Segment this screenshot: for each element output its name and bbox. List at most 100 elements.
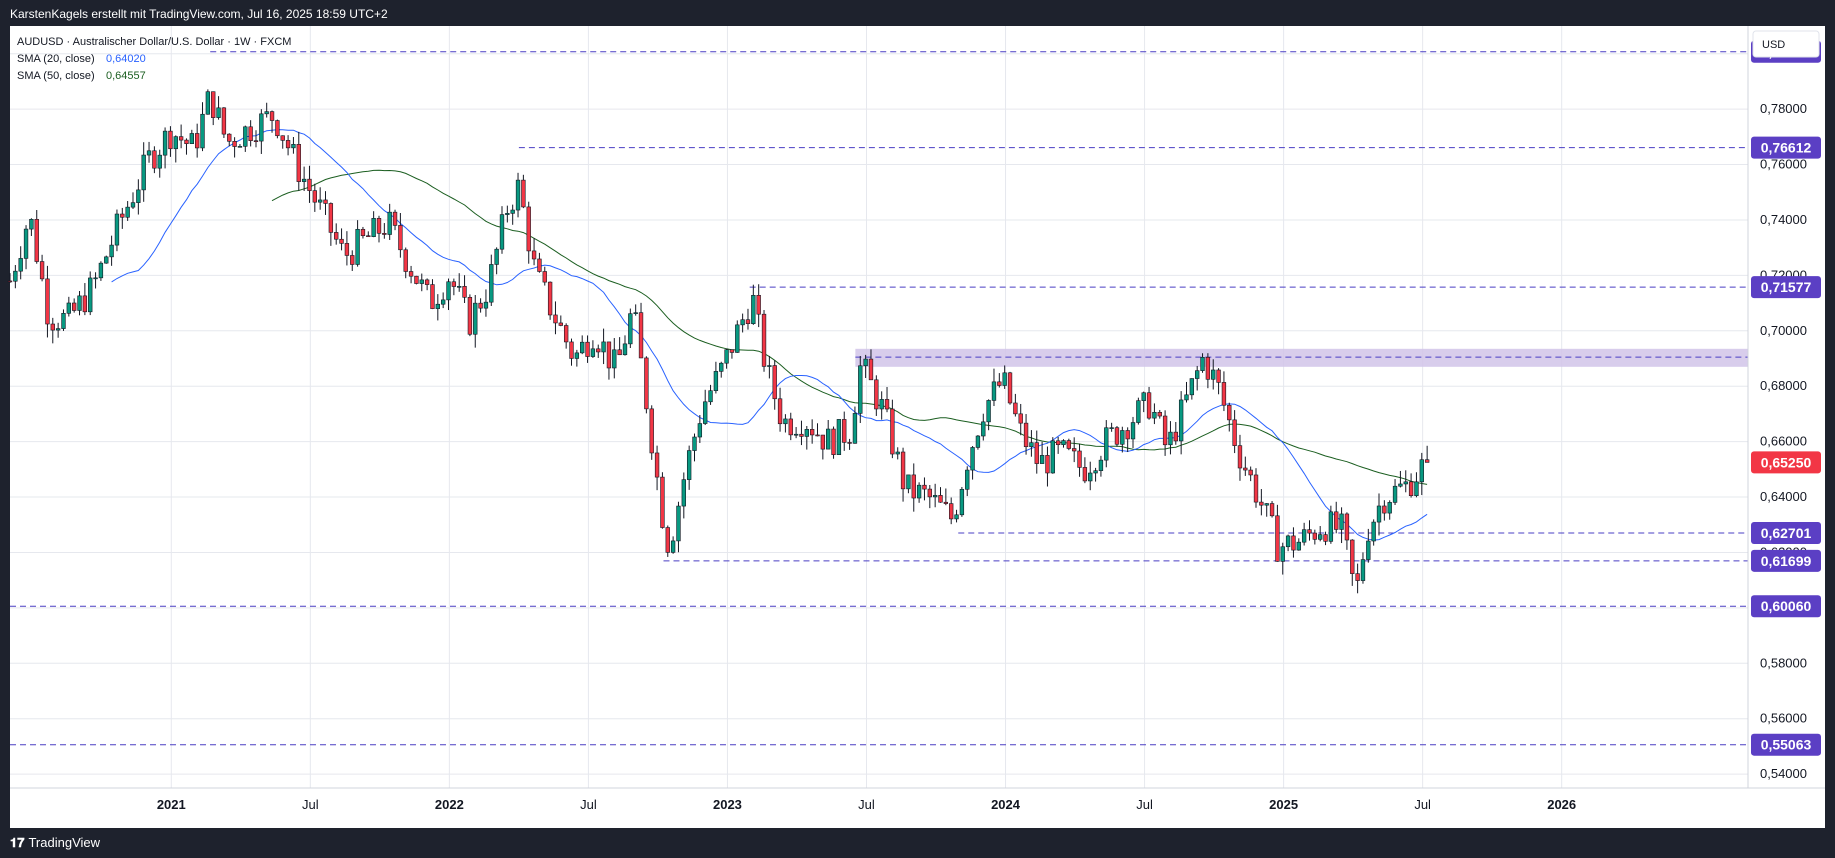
level-label-box — [1751, 595, 1821, 618]
candle-body — [312, 190, 317, 203]
candle-body — [1275, 515, 1280, 562]
candle-body — [13, 270, 18, 282]
candle-body — [440, 299, 446, 305]
candle-body — [654, 452, 660, 478]
candle-body — [1269, 503, 1275, 517]
candle-body — [986, 400, 991, 423]
candle-body — [1082, 467, 1088, 482]
candle-body — [339, 238, 344, 244]
candle-body — [628, 313, 633, 345]
candle-body — [670, 540, 676, 553]
candle-body — [916, 484, 922, 499]
candle-body — [938, 495, 943, 503]
candle-body — [1104, 427, 1109, 461]
candle-body — [269, 111, 275, 121]
candle-body — [1184, 394, 1189, 401]
sma20-legend-label[interactable]: SMA (20, close) — [17, 53, 95, 65]
candle-body — [489, 264, 494, 303]
candle-body — [323, 199, 328, 204]
candle-body — [77, 295, 82, 311]
candle-body — [740, 319, 745, 326]
candle-body — [387, 211, 392, 235]
price-tick-label: 0,54000 — [1760, 766, 1807, 781]
time-tick-label: 2023 — [713, 797, 742, 812]
candle-body — [61, 313, 66, 329]
sma50-legend-label[interactable]: SMA (50, close) — [17, 70, 95, 82]
candle-body — [1366, 540, 1371, 560]
candle-body — [927, 488, 932, 498]
symbol-title[interactable]: AUDUSD · Australischer Dollar/U.S. Dolla… — [17, 36, 291, 48]
candle-body — [922, 484, 927, 490]
time-axis[interactable]: 2021 Jul 2022 Jul 2023 Jul 2024 Jul 2025 Jul 2026 — [157, 797, 1576, 812]
candle-body — [831, 428, 836, 455]
candle-body — [141, 154, 146, 191]
level-label-box — [1751, 522, 1821, 545]
last-price-box — [1751, 451, 1821, 474]
candle-body — [1055, 440, 1061, 446]
candle-body — [884, 399, 890, 410]
candle-body — [858, 365, 863, 414]
candle-body — [232, 141, 237, 147]
candle-body — [18, 258, 23, 272]
candle-body — [1007, 372, 1013, 404]
candle-body — [606, 341, 612, 369]
candle-body — [120, 213, 125, 218]
candle-body — [130, 202, 136, 208]
candle-body — [1301, 529, 1307, 543]
candle-body — [1045, 455, 1050, 474]
candle-body — [601, 341, 606, 353]
candle-body — [617, 349, 622, 356]
candle-body — [237, 146, 243, 148]
currency-button-box[interactable] — [1752, 30, 1820, 58]
candle-body — [965, 469, 970, 490]
candle-body — [1259, 501, 1264, 506]
candle-body — [243, 126, 248, 147]
candle-body — [820, 434, 826, 450]
candle-body — [895, 451, 900, 455]
candle-body — [563, 325, 569, 343]
candle-body — [793, 433, 799, 436]
price-axis-labels: 0,800720,766120,715770,627010,616990,600… — [1751, 40, 1821, 756]
candle-body — [932, 495, 938, 498]
candle-body — [660, 476, 665, 528]
candle-body — [1013, 402, 1018, 415]
candle-body — [724, 349, 729, 364]
candle-body — [499, 214, 505, 250]
price-tick-label: 0,70000 — [1760, 323, 1807, 338]
candle-body — [1264, 503, 1269, 506]
tradingview-brand[interactable]: 𝟏𝟕 TradingView — [10, 828, 100, 858]
candle-body — [713, 371, 719, 391]
candle-body — [997, 381, 1002, 386]
price-chart[interactable]: 0,800000,780000,760000,740000,720000,700… — [0, 0, 1835, 828]
candle-body — [681, 479, 686, 507]
candle-body — [852, 413, 858, 444]
candle-body — [307, 178, 312, 191]
candle-body — [777, 398, 783, 425]
resistance-zone — [855, 348, 1748, 367]
candle-body — [991, 381, 997, 401]
candle-body — [847, 442, 852, 444]
sma20-path — [111, 129, 1428, 541]
level-label: 0,62701 — [1761, 525, 1812, 541]
candle-body — [1408, 481, 1414, 497]
currency-button[interactable]: USD — [1762, 39, 1785, 51]
candle-body — [1398, 483, 1403, 487]
candle-body — [114, 213, 120, 246]
candle-body — [1221, 382, 1227, 406]
candle-body — [157, 154, 162, 169]
candle-body — [285, 140, 291, 149]
candle-body — [863, 358, 868, 367]
candle-body — [756, 295, 761, 315]
level-label: 0,71577 — [1761, 279, 1812, 295]
candle-body — [39, 261, 45, 280]
candle-body — [783, 418, 788, 425]
candle-body — [376, 218, 382, 234]
candle-body — [1173, 431, 1178, 442]
resistance-zone-fill — [855, 348, 1748, 367]
candle-body — [1018, 413, 1023, 424]
candle-body — [1061, 440, 1066, 446]
candle-body — [1039, 455, 1045, 464]
legend: AUDUSD · Australischer Dollar/U.S. Dolla… — [17, 36, 291, 82]
candle-body — [88, 277, 93, 313]
candle-body — [82, 295, 88, 313]
